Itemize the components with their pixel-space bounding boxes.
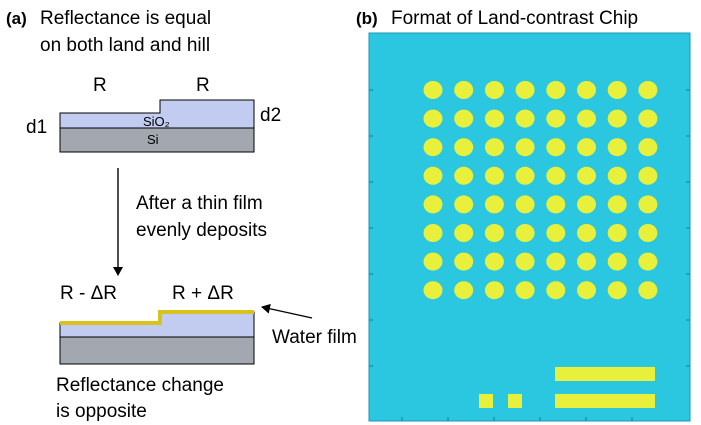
panel-a: (a) Reflectance is equal on both land an… xyxy=(6,8,357,422)
spot xyxy=(423,224,443,242)
panel-a-tag: (a) xyxy=(6,9,27,28)
process-text-line1: After a thin film xyxy=(136,193,263,214)
spot xyxy=(607,281,627,300)
spot xyxy=(515,281,535,300)
spot xyxy=(454,252,474,271)
spot xyxy=(423,166,443,185)
spot xyxy=(423,252,443,271)
spot xyxy=(607,138,627,157)
panel-b-title: Format of Land-contrast Chip xyxy=(391,8,638,29)
spot xyxy=(515,138,535,157)
panel-b: (b) Format of Land-contrast Chip xyxy=(356,8,691,422)
spot xyxy=(546,224,566,242)
r-label-left: R xyxy=(93,75,107,96)
spot xyxy=(454,166,474,185)
spot xyxy=(454,281,474,300)
spot xyxy=(607,166,627,185)
process-text-line2: evenly deposits xyxy=(136,220,267,241)
small-square-2 xyxy=(508,394,522,408)
spot-array xyxy=(423,81,658,300)
spot xyxy=(607,109,627,128)
water-film-label: Water film xyxy=(272,327,357,348)
result-text-line2: is opposite xyxy=(56,401,147,422)
spot xyxy=(484,195,504,214)
spot xyxy=(638,138,658,157)
spot xyxy=(577,281,596,300)
spot xyxy=(638,166,658,185)
spot xyxy=(515,81,535,99)
spot xyxy=(638,109,658,128)
spot xyxy=(638,281,658,300)
spot xyxy=(423,281,443,300)
spot xyxy=(484,81,504,99)
spot xyxy=(515,195,535,214)
water-film-arrow xyxy=(261,303,313,319)
spot xyxy=(454,195,474,214)
spot xyxy=(515,109,535,128)
spot xyxy=(638,224,658,242)
spot xyxy=(638,195,658,214)
spot xyxy=(577,224,596,242)
d1-label: d1 xyxy=(26,117,47,138)
result-text-line1: Reflectance change xyxy=(56,375,224,396)
spot xyxy=(546,281,566,300)
spot xyxy=(546,252,566,271)
panel-a-heading-line1: Reflectance is equal xyxy=(40,8,211,29)
spot xyxy=(546,109,566,128)
spot xyxy=(638,81,658,99)
spot xyxy=(546,138,566,157)
spot xyxy=(638,252,658,271)
r-plus-label: R + ΔR xyxy=(172,283,234,304)
spot xyxy=(423,195,443,214)
spot xyxy=(546,195,566,214)
spot xyxy=(607,224,627,242)
r-minus-label: R - ΔR xyxy=(60,283,117,304)
panel-b-tag: (b) xyxy=(356,9,378,28)
spot xyxy=(607,195,627,214)
spot xyxy=(577,252,596,271)
spot xyxy=(454,109,474,128)
panel-a-heading-line2: on both land and hill xyxy=(40,35,210,56)
r-label-right: R xyxy=(196,75,210,96)
spot xyxy=(577,138,596,157)
water-film-layer xyxy=(60,310,254,325)
spot xyxy=(484,252,504,271)
spot xyxy=(577,166,596,185)
spot xyxy=(423,109,443,128)
spot xyxy=(577,81,596,99)
spot xyxy=(454,224,474,242)
spot xyxy=(484,138,504,157)
silicon-layer-bottom xyxy=(59,336,255,365)
small-square-1 xyxy=(479,394,493,408)
silicon-layer-top xyxy=(59,127,255,153)
spot xyxy=(454,81,474,99)
spot xyxy=(515,252,535,271)
bar-lower xyxy=(555,394,655,408)
spot xyxy=(515,166,535,185)
spot xyxy=(484,281,504,300)
spot xyxy=(515,224,535,242)
si-label: Si xyxy=(147,132,159,147)
spot xyxy=(577,195,596,214)
spot xyxy=(484,166,504,185)
chip-edge-ticks xyxy=(369,89,690,421)
spot xyxy=(546,166,566,185)
spot xyxy=(577,109,596,128)
spot xyxy=(484,109,504,128)
spot xyxy=(607,81,627,99)
sio2-label: SiO₂ xyxy=(143,114,170,129)
spot xyxy=(454,138,474,157)
bar-upper xyxy=(555,367,655,381)
spot xyxy=(546,81,566,99)
spot xyxy=(484,224,504,242)
spot xyxy=(423,138,443,157)
d2-label: d2 xyxy=(260,105,281,126)
spot xyxy=(423,81,443,99)
spot xyxy=(607,252,627,271)
